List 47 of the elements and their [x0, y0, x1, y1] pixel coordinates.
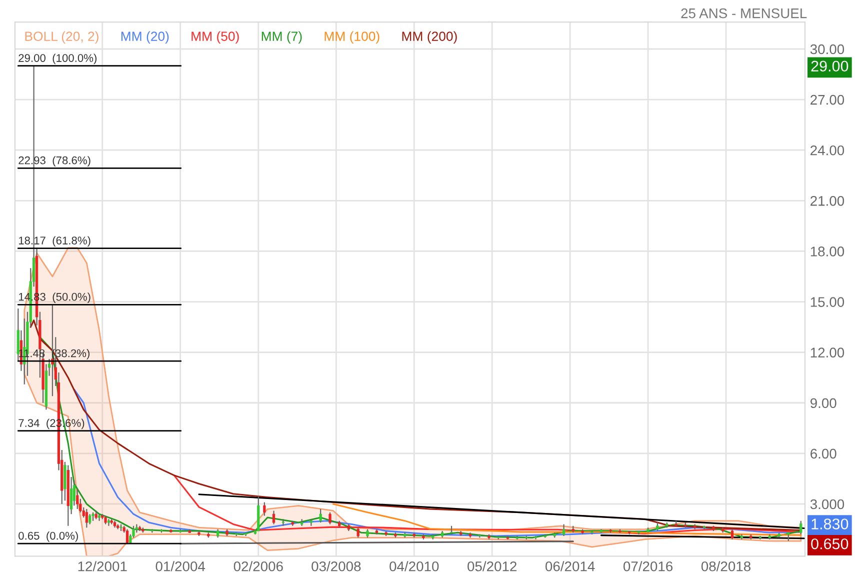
- x-tick-label: 03/2008: [312, 561, 361, 572]
- x-tick-label: 01/2004: [156, 561, 206, 572]
- candlestick: [730, 528, 734, 540]
- line-series: [332, 503, 802, 536]
- x-tick-label: 06/2014: [546, 561, 595, 572]
- ref-line-label: 0.65 (0.0%): [18, 532, 78, 542]
- candlestick: [319, 508, 322, 524]
- ref-line-label: 29.00 (100.0%): [18, 54, 96, 64]
- candlestick: [356, 527, 360, 538]
- y-tick-label: 24.00: [810, 145, 844, 156]
- x-tick-label: 05/2012: [468, 561, 516, 572]
- y-tick-label: 21.00: [810, 196, 844, 206]
- y-tick-label: 12.00: [810, 348, 844, 358]
- candlestick: [88, 514, 92, 525]
- y2-tick-label: 1.830: [812, 518, 848, 530]
- text: MM (100): [324, 31, 380, 44]
- y-tick-label: 15.00: [810, 297, 844, 307]
- candlestick: [98, 514, 101, 522]
- text: MM (50): [192, 31, 239, 44]
- candlestick: [126, 528, 129, 544]
- y-tick-label: 9.00: [810, 398, 836, 408]
- line-series: [173, 474, 802, 534]
- y2-tick-label: 29.00: [811, 60, 848, 72]
- y-tick-label: 3.000: [810, 499, 844, 510]
- legend-label: BOLL (20, 2): [25, 31, 98, 44]
- x-tick-label: 08/2018: [701, 561, 750, 572]
- text: MM (7): [262, 31, 302, 44]
- text: MM (200): [402, 31, 457, 44]
- candlestick: [328, 512, 332, 525]
- y-tick-label: 6.00: [810, 448, 836, 459]
- candlestick: [263, 502, 266, 516]
- x-tick-label: 07/2016: [623, 561, 673, 572]
- candlestick: [272, 510, 276, 525]
- text: MM (20): [121, 31, 169, 44]
- candlestick: [51, 304, 54, 397]
- y2-tick-label: 0.650: [811, 538, 848, 550]
- candlestick: [562, 524, 566, 537]
- y-tick-label: 30.00: [810, 44, 844, 54]
- candlestick: [85, 508, 88, 528]
- x-tick-label: 12/2001: [78, 561, 127, 572]
- y-tick-label: 27.00: [810, 94, 844, 105]
- candlestick: [800, 520, 802, 535]
- y-tick-label: 18.00: [810, 246, 844, 256]
- x-tick-label: 02/2006: [234, 561, 283, 572]
- candlestick: [107, 518, 110, 526]
- x-tick-label: 04/2010: [390, 561, 439, 572]
- chart-subtitle: 25 ANS - MENSUEL: [681, 8, 807, 18]
